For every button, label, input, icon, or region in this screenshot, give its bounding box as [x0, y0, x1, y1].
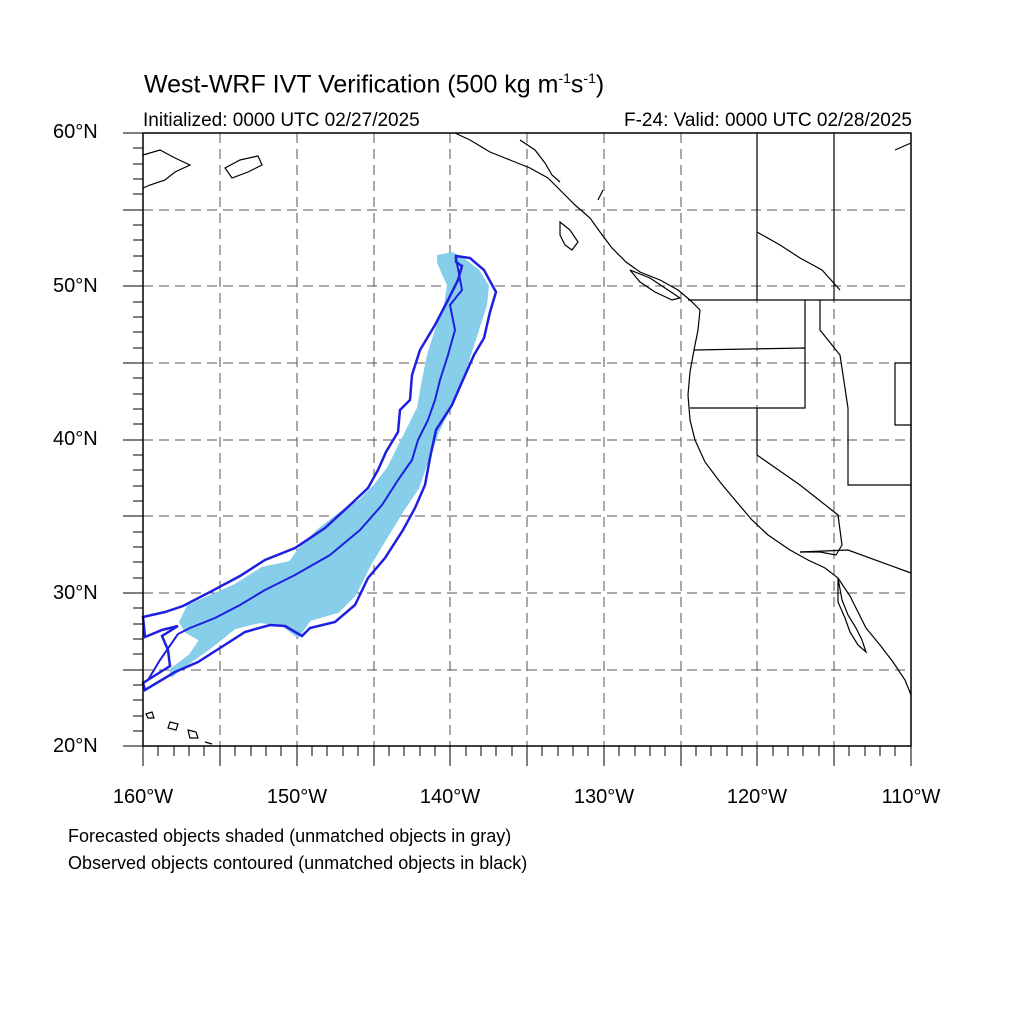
lon-label-160w: 160°W [112, 786, 174, 808]
lon-label-140w: 140°W [419, 786, 481, 808]
initialized-label: Initialized: 0000 UTC 02/27/2025 [143, 110, 420, 131]
coastlines [142, 132, 912, 745]
map-title: West-WRF IVT Verification (500 kg m-1s-1… [144, 70, 605, 99]
lat-ticks [123, 132, 143, 747]
lon-label-150w: 150°W [266, 786, 328, 808]
grid-lines [143, 133, 911, 746]
footnote-forecast: Forecasted objects shaded (unmatched obj… [68, 826, 512, 846]
lon-ticks [142, 746, 912, 766]
observed-ivt-contour [141, 254, 498, 692]
lon-label-120w: 120°W [726, 786, 788, 808]
observed-ivt-contour-inner [147, 257, 464, 681]
lon-label-110w: 110°W [881, 786, 941, 808]
valid-time-label: F-24: Valid: 0000 UTC 02/28/2025 [624, 110, 912, 131]
lat-label-50n: 50°N [53, 275, 98, 297]
lat-label-60n: 60°N [53, 121, 98, 143]
lat-label-40n: 40°N [53, 428, 98, 450]
lat-label-20n: 20°N [53, 735, 98, 757]
lat-label-30n: 30°N [53, 582, 98, 604]
footnote-observed: Observed objects contoured (unmatched ob… [68, 853, 528, 873]
lon-label-130w: 130°W [573, 786, 635, 808]
